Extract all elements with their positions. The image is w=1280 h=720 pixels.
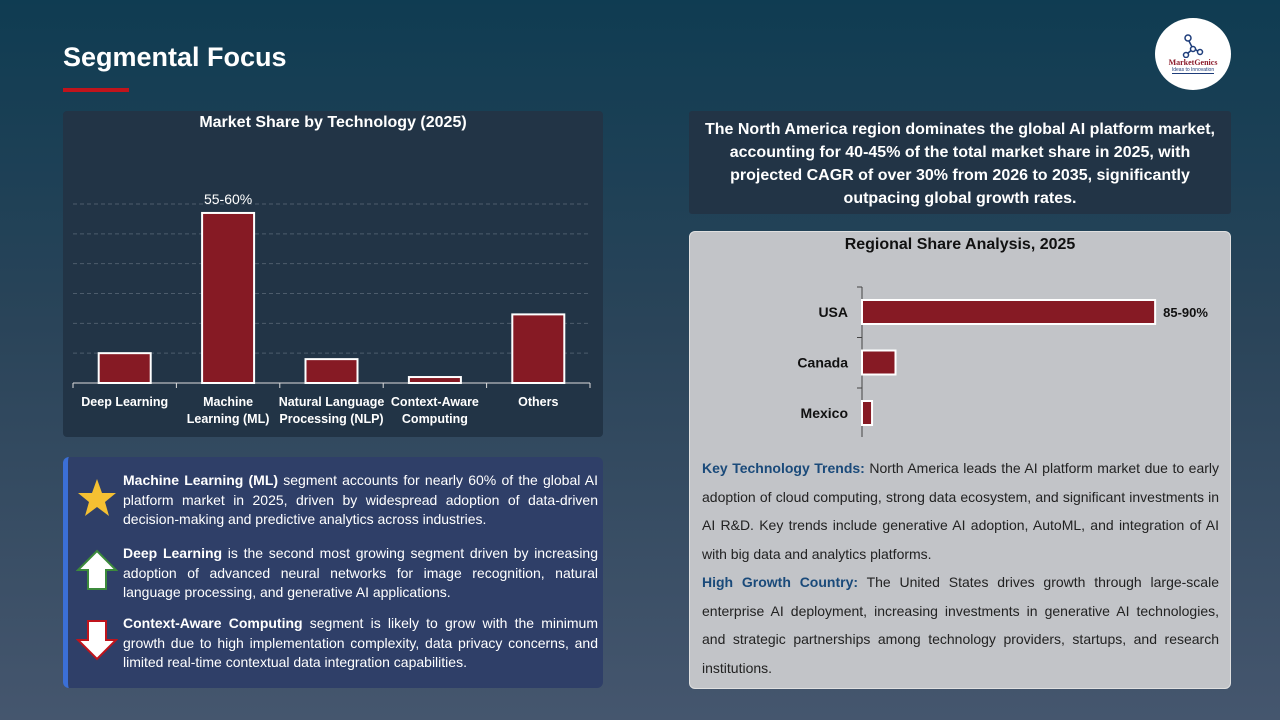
trends-text: Key Technology Trends: North America lea… (702, 454, 1219, 682)
bar (407, 376, 462, 385)
x-tick-label: Processing (NLP) (279, 412, 383, 426)
star-icon (78, 479, 116, 516)
insight-ml: Machine Learning (ML) segment accounts f… (123, 471, 598, 530)
network-icon (1182, 34, 1204, 58)
insight-text: segment is likely to grow with the minim… (123, 615, 598, 670)
regional-panel: Regional Share Analysis, 2025 USA 85-90% C… (689, 231, 1231, 689)
insight-cac: Context-Aware Computing segment is likel… (123, 614, 598, 673)
logo-name: MarketGenics (1168, 58, 1218, 67)
insight-bold: Deep Learning (123, 545, 223, 561)
x-tick-label: Machine (203, 395, 253, 409)
insight-bold: Context-Aware Computing (123, 615, 303, 631)
x-tick-label: Deep Learning (81, 395, 168, 409)
chart-title: Regional Share Analysis, 2025 (844, 236, 1076, 253)
regional-bar-chart: USA 85-90% Canada Mexico (797, 286, 1208, 437)
insight-text: is the second most growing segment drive… (123, 545, 599, 600)
trend-label: Key Technology Trends: (702, 460, 865, 476)
bar (861, 299, 1157, 325)
x-tick-label: Others (518, 395, 558, 409)
arrow-up-icon (76, 549, 118, 590)
insight-text: segment accounts for nearly 60% of the g… (123, 472, 598, 527)
x-tick-label: Learning (ML) (187, 412, 270, 426)
bar (201, 211, 256, 384)
trend-text: North America leads the AI platform mark… (702, 460, 1220, 562)
trend-label: High Growth Country: (702, 574, 859, 590)
x-tick-label: Natural Language (279, 395, 385, 409)
y-tick-label: Mexico (801, 405, 848, 421)
trend-text: The United States drives growth through … (702, 574, 1219, 676)
chart-title: Market Share by Technology (2025) (199, 114, 467, 131)
summary-box: The North America region dominates the g… (689, 111, 1231, 214)
bar (861, 400, 874, 426)
bar (97, 352, 152, 385)
insight-dl: Deep Learning is the second most growing… (123, 544, 598, 603)
insight-bold: Machine Learning (ML) (123, 472, 279, 488)
y-tick-label: USA (818, 304, 848, 320)
technology-chart-panel: Market Share by Technology (2025) Deep L… (63, 111, 603, 437)
bar (861, 349, 897, 376)
arrow-down-icon (76, 620, 118, 661)
page-title: Segmental Focus (63, 42, 287, 72)
x-tick-label: Context-Aware (391, 395, 479, 409)
insights-panel: Machine Learning (ML) segment accounts f… (63, 457, 603, 688)
technology-bar-chart: Deep Learning 55-60% Machine Learning (ML) N… (72, 191, 591, 426)
data-label: 55-60% (204, 191, 252, 207)
x-tick-label: Computing (402, 412, 468, 426)
data-label: 85-90% (1163, 305, 1208, 320)
title-underline (63, 88, 129, 92)
bar (511, 313, 566, 384)
logo: MarketGenics Ideas to Innovation (1155, 18, 1231, 90)
bar (304, 358, 359, 384)
y-tick-label: Canada (797, 355, 848, 371)
logo-tagline: Ideas to Innovation (1171, 67, 1215, 74)
